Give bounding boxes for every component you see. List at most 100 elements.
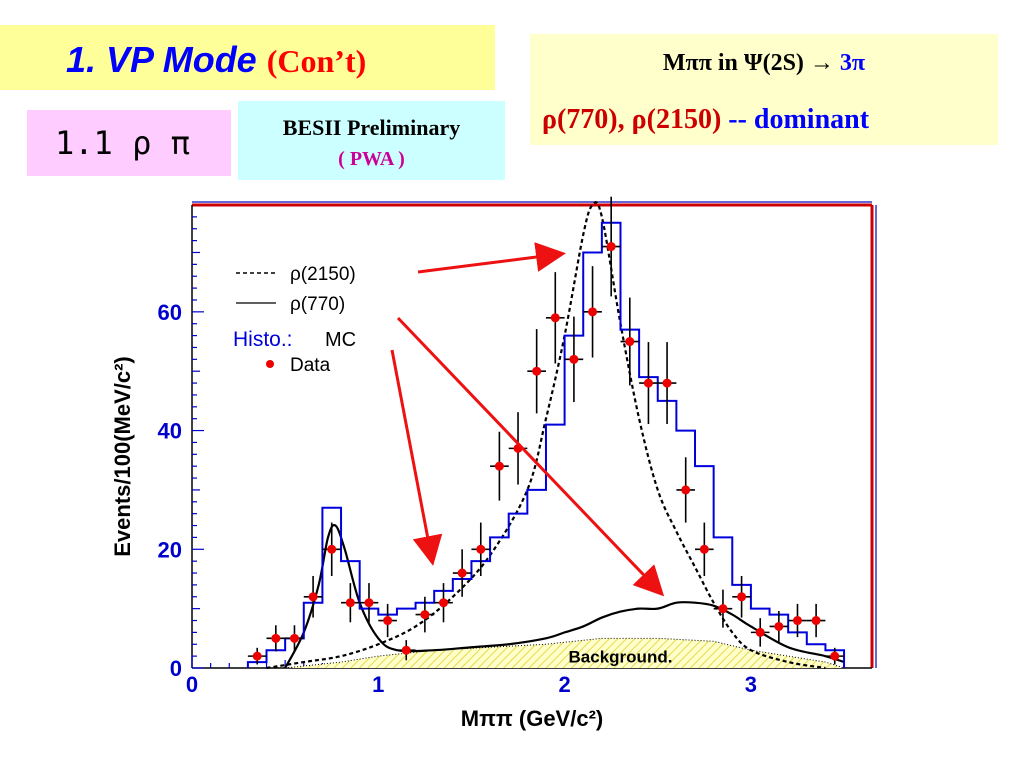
data-marker — [606, 242, 616, 252]
data-point — [452, 549, 472, 597]
legend-mc-label-a: Histo.: — [233, 328, 293, 351]
rho770-curve — [284, 523, 845, 669]
y-tick-label: 60 — [158, 300, 182, 325]
besii-box: BESII Preliminary ( PWA ) — [238, 101, 505, 180]
y-tick-label: 0 — [170, 656, 182, 681]
data-point — [322, 522, 342, 576]
x-axis-label: Mππ (GeV/c²) — [461, 706, 603, 731]
data-marker — [774, 621, 784, 631]
data-point — [303, 575, 323, 618]
data-marker — [345, 598, 355, 608]
data-point — [639, 342, 658, 425]
rho2150-curve — [266, 201, 826, 670]
data-point — [396, 640, 416, 661]
data-marker — [811, 616, 821, 626]
background-curve — [285, 637, 845, 669]
x-tick-label: 2 — [558, 672, 570, 697]
data-marker — [588, 307, 598, 317]
data-point — [266, 625, 286, 652]
data-marker — [755, 627, 765, 637]
data-marker — [737, 592, 747, 602]
data-point — [471, 522, 491, 576]
background-area — [285, 638, 845, 668]
data-marker — [718, 604, 728, 614]
info-line-1-text: Mππ in Ψ(2S) → — [662, 50, 840, 76]
data-marker — [383, 616, 393, 626]
data-point — [527, 329, 546, 414]
data-point — [378, 603, 397, 638]
data-marker — [792, 616, 802, 626]
arrow-mc — [390, 349, 443, 566]
data-point — [415, 596, 435, 633]
data-marker — [494, 461, 504, 471]
y-tick-label: 20 — [158, 537, 182, 562]
data-marker — [308, 592, 318, 602]
data-point — [341, 583, 360, 623]
x-tick-label: 1 — [372, 672, 384, 697]
y-tick-label: 40 — [158, 419, 182, 444]
data-marker — [457, 568, 467, 578]
data-point — [434, 583, 453, 623]
data-marker — [569, 354, 579, 364]
data-point — [657, 342, 677, 425]
data-marker — [420, 610, 430, 620]
data-points-layer — [247, 196, 845, 665]
data-marker — [662, 378, 672, 388]
data-point — [788, 603, 807, 638]
title-suffix: (Con’t) — [266, 43, 367, 79]
legend-rho2150-label: ρ(2150) — [290, 264, 356, 285]
curves-layer — [266, 201, 845, 670]
data-marker — [625, 337, 635, 347]
pwa-label: ( PWA ) — [338, 148, 405, 170]
legend-mc-label-b: MC — [325, 329, 356, 351]
data-point — [564, 316, 584, 403]
data-marker — [327, 544, 337, 554]
data-point — [285, 625, 304, 652]
legend-data-label: Data — [290, 355, 331, 376]
background-layer: Background. — [285, 637, 845, 669]
slide-title: 1. VP Mode (Con’t) — [66, 39, 366, 81]
data-point — [601, 196, 621, 297]
info-line-2: ρ(770), ρ(2150) -- dominant — [542, 104, 869, 136]
data-point — [620, 297, 640, 386]
data-point — [695, 522, 714, 576]
info-line-1: Mππ in Ψ(2S) → 3π — [530, 50, 998, 77]
legend-rho770-label: ρ(770) — [290, 294, 345, 315]
data-marker — [289, 633, 299, 643]
data-marker — [550, 313, 560, 323]
data-point — [732, 575, 751, 618]
data-point — [247, 647, 267, 665]
legend-data-marker — [266, 360, 274, 368]
data-point — [359, 583, 379, 623]
subsection-box: 1.1 ρ π — [27, 110, 231, 176]
besii-label: BESII Preliminary — [282, 115, 461, 140]
x-tick-label: 0 — [186, 672, 198, 697]
title-main: 1. VP Mode — [66, 39, 257, 80]
annotation-arrows — [390, 242, 665, 597]
data-point — [806, 603, 826, 638]
data-marker — [532, 366, 542, 376]
data-marker — [271, 633, 281, 643]
x-tick-label: 3 — [745, 672, 757, 697]
arrow-rho2150 — [417, 242, 566, 274]
data-point — [825, 647, 845, 665]
arrow-rho770 — [396, 316, 665, 597]
subsection-label: 1.1 ρ π — [55, 124, 190, 162]
mc-histogram — [246, 221, 846, 668]
title-box: 1. VP Mode (Con’t) — [0, 25, 495, 90]
info-line-1-highlight: 3π — [839, 50, 866, 76]
data-marker — [830, 651, 840, 661]
data-point — [490, 431, 509, 501]
data-point — [713, 589, 733, 628]
data-point — [676, 457, 696, 523]
data-marker — [439, 598, 449, 608]
y-axis-label: Events/100(MeV/c²) — [110, 356, 135, 557]
mc-histogram-layer — [246, 221, 846, 668]
info-box: Mππ in Ψ(2S) → 3π ρ(770), ρ(2150) -- dom… — [530, 34, 998, 145]
data-point — [583, 266, 602, 358]
data-marker — [476, 544, 486, 554]
data-point — [545, 272, 565, 364]
data-marker — [252, 651, 262, 661]
info-line-2-highlight: -- dominant — [728, 104, 870, 135]
